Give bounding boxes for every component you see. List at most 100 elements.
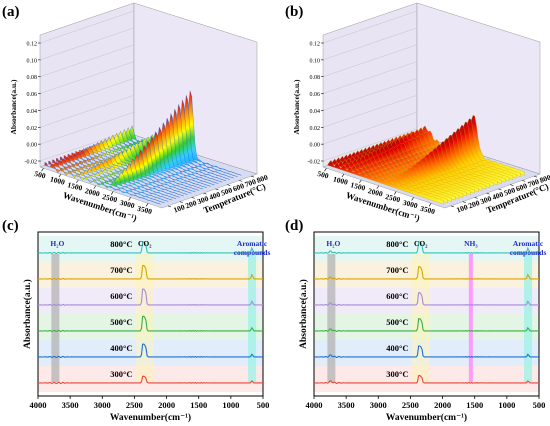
band-annotation: compounds (510, 248, 547, 257)
annotation-band (248, 254, 257, 382)
spectrum-line (314, 318, 539, 333)
x-tick-label: 1500 (67, 180, 84, 192)
band-annotation: H₂O (326, 239, 340, 248)
y-tick-label: 600 (515, 181, 529, 193)
y-axis-title: Absorbance(a.u.) (22, 279, 33, 349)
y-tick-label: 300 (479, 194, 493, 206)
series-temperature-label: 400°C (386, 343, 408, 353)
annotation-band (411, 254, 430, 382)
z-gridline (322, 111, 418, 145)
x-tick-label: 2500 (402, 400, 419, 410)
y-tick-mark (250, 175, 255, 178)
y-tick-mark (167, 205, 172, 208)
spectrum-line (314, 292, 539, 307)
z-gridline (39, 111, 135, 145)
y-tick-mark (462, 201, 466, 203)
y-tick-label: 200 (467, 198, 481, 210)
series-temperature-label: 600°C (110, 291, 132, 301)
z-tick-label: 0.00 (310, 143, 321, 149)
panel-label-c: (c) (2, 218, 19, 234)
z-gridline (39, 10, 135, 44)
band-annotation: CO₂ (138, 239, 152, 248)
y-axis-title: Absorbance(a.u.) (298, 279, 309, 349)
y-tick-mark (474, 197, 478, 199)
z-gridline (39, 27, 135, 61)
x-tick-label: 2500 (101, 192, 118, 204)
panel-label-b: (b) (285, 4, 304, 20)
series-temperature-label: 500°C (386, 317, 408, 327)
x-tick-label: 1000 (222, 400, 239, 410)
series-temperature-label: 800°C (386, 239, 408, 249)
panel-c-stacked-spectra: 300°C 400°C 500°C 600°C 700°C 800°C H₂O CO₂ Arom… (22, 231, 270, 423)
z-tick-label: 0.06 (27, 92, 38, 98)
y-tick-label: 600 (232, 181, 246, 193)
z-tick-label: 0.12 (310, 42, 321, 48)
series-temperature-label: 700°C (110, 265, 132, 275)
surface-slice (327, 159, 444, 205)
z-gridline (39, 95, 135, 128)
x-tick-label: 1500 (350, 180, 367, 192)
y-tick-mark (203, 192, 207, 195)
z-gridline (322, 10, 418, 44)
x-tick-label: 4000 (306, 400, 323, 410)
z-tick-label: 0.02 (310, 126, 321, 132)
annotation-band (51, 254, 60, 382)
x-tick-label: 1500 (190, 400, 207, 410)
x-tick-mark (128, 197, 131, 201)
z-tick-label: 0.12 (27, 42, 38, 48)
z-gridline (322, 44, 418, 77)
x-tick-label: 2000 (158, 400, 175, 410)
z-tick-label: 0.10 (310, 58, 321, 64)
x-tick-label: 500 (34, 169, 47, 181)
y-tick-label: 400 (208, 190, 222, 202)
x-tick-label: 4000 (30, 400, 47, 410)
band-annotation: H₂O (50, 239, 64, 248)
z-gridline (322, 95, 418, 128)
x-tick-mark (393, 191, 397, 195)
spectrum-line (38, 315, 263, 333)
y-tick-label: 300 (196, 194, 210, 206)
z-gridline (322, 27, 418, 61)
x-tick-label: 2500 (126, 400, 143, 410)
z-tick-label: 0.08 (310, 75, 321, 81)
z-gridline (39, 44, 135, 77)
y-tick-mark (179, 201, 183, 203)
z-gridline (39, 78, 135, 111)
x-tick-mark (76, 179, 79, 184)
y-tick-mark (215, 188, 219, 191)
z-gridline (322, 78, 418, 111)
y-tick-label: 400 (491, 190, 505, 202)
x-tick-label: 500 (317, 169, 330, 181)
y-tick-label: 500 (503, 185, 517, 197)
y-tick-mark (510, 184, 514, 186)
x-tick-label: 2000 (367, 186, 384, 198)
x-tick-label: 1000 (332, 174, 349, 186)
z-tick-label: 0.00 (27, 143, 38, 149)
series-temperature-label: 300°C (386, 369, 408, 379)
x-tick-mark (324, 168, 327, 172)
y-tick-label: 700 (244, 177, 258, 189)
spectrum-line (38, 375, 263, 385)
y-tick-label: 500 (220, 185, 234, 197)
x-tick-label: 3500 (338, 400, 355, 410)
x-tick-label: 2000 (434, 400, 451, 410)
x-tick-label: 1000 (49, 174, 66, 186)
y-tick-label: 200 (184, 198, 198, 210)
band-annotation: Aromatic (513, 239, 544, 248)
y-tick-label: 800 (255, 173, 269, 185)
z-axis-title: Absorbance(a.u.) (9, 79, 18, 135)
x-axis-title: Wavenumber(cm⁻¹) (110, 412, 191, 423)
spectrum-line (314, 375, 539, 385)
x-tick-label: 2000 (84, 186, 101, 198)
x-tick-label: 3500 (62, 400, 79, 410)
series-temperature-label: 400°C (110, 343, 132, 353)
series-temperature-label: 800°C (110, 239, 132, 249)
panel-label-d: (d) (285, 218, 304, 234)
x-tick-mark (428, 203, 432, 207)
surface-slice (52, 159, 169, 202)
x-tick-mark (359, 179, 362, 184)
y-tick-label: 700 (527, 177, 541, 189)
panel-b-3d-plot: -0.02 0.00 0.02 0.04 0.06 0.08 0.10 0.12 Absorba… (292, 2, 550, 223)
x-tick-label: 1500 (466, 400, 483, 410)
